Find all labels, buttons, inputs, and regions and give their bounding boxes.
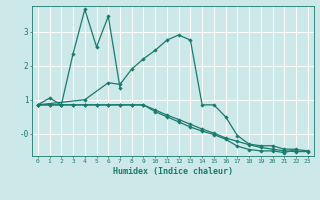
X-axis label: Humidex (Indice chaleur): Humidex (Indice chaleur) [113,167,233,176]
